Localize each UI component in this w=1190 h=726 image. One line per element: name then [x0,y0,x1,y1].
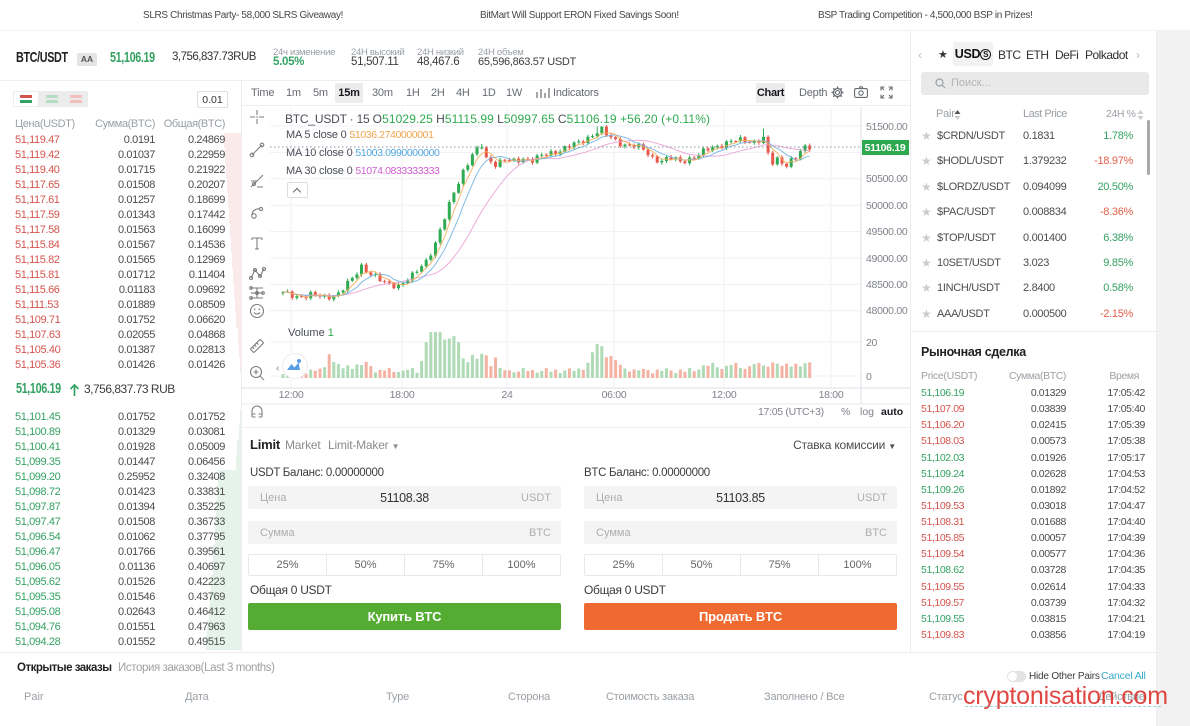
svg-text:48000.00: 48000.00 [866,305,908,317]
svg-text:50500.00: 50500.00 [866,173,908,185]
svg-text:12:00: 12:00 [279,389,304,401]
svg-text:49000.00: 49000.00 [866,253,908,265]
svg-text:12:00: 12:00 [712,389,737,401]
svg-text:51500.00: 51500.00 [866,121,908,133]
svg-text:0: 0 [866,371,872,383]
svg-text:‹: ‹ [276,362,280,374]
svg-text:49500.00: 49500.00 [866,226,908,238]
svg-text:48500.00: 48500.00 [866,279,908,291]
svg-text:20: 20 [866,337,878,349]
svg-text:18:00: 18:00 [390,389,415,401]
svg-text:50000.00: 50000.00 [866,200,908,212]
svg-text:51106.19: 51106.19 [865,142,906,154]
svg-text:24: 24 [501,389,513,401]
svg-text:06:00: 06:00 [602,389,627,401]
svg-text:18:00: 18:00 [819,389,844,401]
